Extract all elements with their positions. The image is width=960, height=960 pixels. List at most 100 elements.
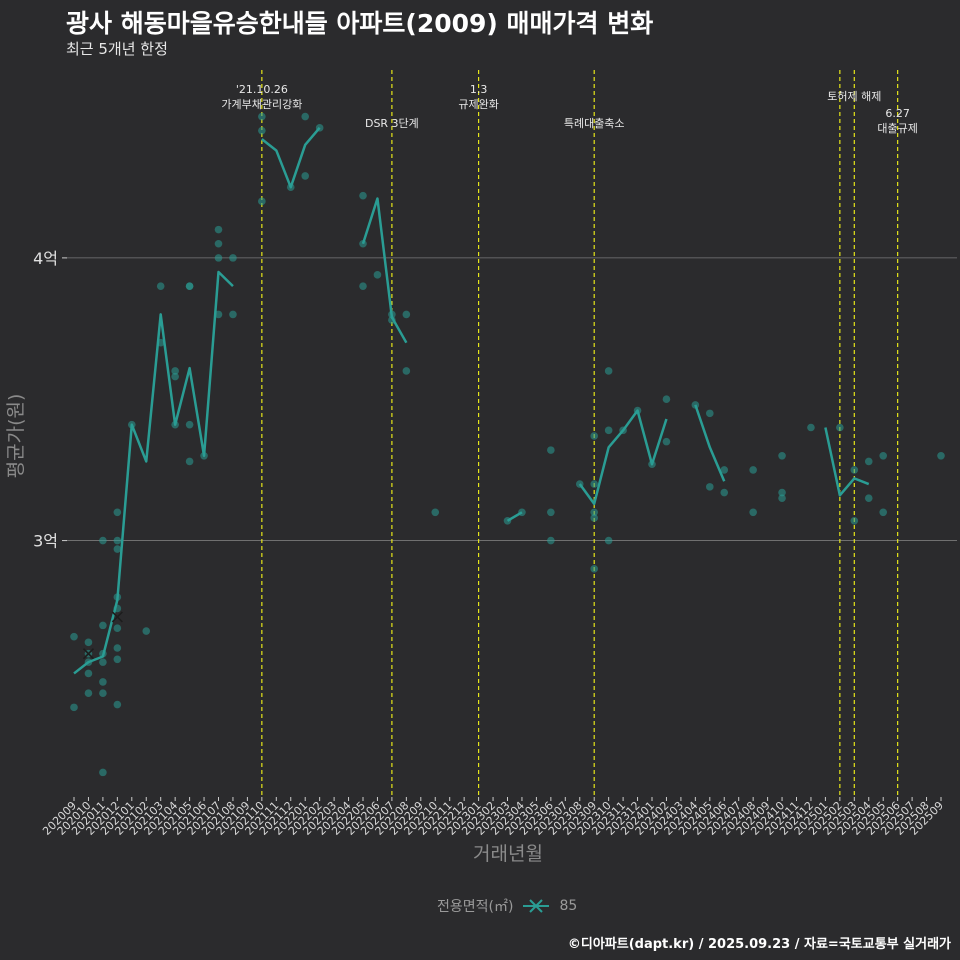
data-point (604, 426, 613, 435)
data-point (778, 451, 786, 460)
data-point (749, 466, 757, 474)
data-point (547, 536, 555, 545)
data-point (301, 112, 310, 121)
data-point (402, 310, 411, 319)
series-line-85 (578, 409, 668, 506)
event-label: 가계부채관리강화 (221, 98, 302, 111)
cross-marker (111, 611, 123, 623)
event-label: 1.3 (470, 83, 488, 96)
event-label: 규제완화 (458, 98, 498, 111)
data-point (604, 367, 613, 375)
data-point (864, 494, 873, 502)
data-point (662, 437, 671, 446)
chart-subtitle: 최근 5개년 한정 (66, 40, 168, 58)
data-point (547, 508, 555, 517)
data-point (171, 372, 179, 381)
event-label: 6.27 (885, 107, 910, 120)
data-point (113, 644, 122, 652)
legend: 전용면적(㎡) 85 (437, 896, 577, 916)
series-line-85 (73, 270, 234, 675)
data-point (359, 282, 367, 290)
data-point (258, 126, 266, 135)
event-label: 토허제 해제 (827, 89, 881, 103)
y-axis-title: 평균가(원) (5, 394, 27, 479)
data-point (185, 420, 194, 429)
data-point (99, 536, 107, 545)
data-point (258, 112, 266, 121)
data-point (99, 689, 107, 698)
event-label: '21.10.26 (236, 83, 288, 96)
data-point (229, 310, 237, 319)
data-point (70, 703, 78, 712)
data-point (590, 432, 598, 440)
data-point (214, 310, 223, 319)
event-label: DSR 3단계 (365, 117, 419, 130)
data-point (864, 457, 873, 466)
data-point (850, 466, 859, 474)
data-point (937, 451, 945, 460)
data-point (402, 367, 411, 375)
data-point (171, 367, 179, 375)
data-point (720, 466, 729, 474)
data-point (185, 282, 194, 290)
data-point (706, 409, 714, 418)
data-point (879, 451, 887, 460)
data-point (99, 621, 107, 630)
data-point (84, 638, 93, 647)
data-point (879, 508, 887, 517)
data-point (258, 197, 266, 206)
series-line-85 (361, 197, 408, 344)
data-point (778, 494, 786, 502)
data-point (590, 480, 598, 488)
data-point (590, 508, 598, 517)
series-line-85 (506, 511, 523, 522)
x-axis-title: 거래년월 (473, 843, 543, 865)
data-point (590, 514, 598, 522)
data-point (547, 446, 555, 454)
point-layer (70, 112, 945, 777)
data-point (229, 254, 237, 262)
line-layer (73, 127, 870, 675)
legend-title: 전용면적(㎡) (437, 899, 514, 915)
data-point (836, 423, 844, 432)
event-label: 대출규제 (877, 122, 917, 135)
data-point (99, 768, 107, 777)
data-point (807, 423, 815, 432)
grid-layer (66, 257, 957, 541)
data-point (185, 457, 194, 466)
data-point (70, 632, 78, 641)
legend-key-icon (523, 899, 550, 913)
data-point (214, 254, 223, 262)
data-point (84, 689, 93, 698)
cross-marker (82, 648, 95, 660)
data-point (113, 536, 122, 545)
data-point (84, 669, 93, 678)
y-tick-label: 3억 (33, 532, 58, 551)
data-point (373, 271, 382, 279)
data-point (142, 627, 151, 635)
data-point (720, 488, 729, 497)
y-tick-label: 4억 (33, 249, 58, 268)
series-line-85 (824, 427, 870, 497)
data-point (301, 172, 310, 180)
series-line-85 (261, 127, 321, 189)
data-point (706, 483, 714, 491)
data-point (662, 395, 671, 404)
data-point (850, 516, 859, 525)
data-point (214, 225, 223, 234)
data-point (359, 191, 367, 200)
data-point (113, 508, 122, 517)
event-label: 특례대출축소 (564, 117, 625, 130)
data-point (113, 545, 122, 553)
data-point (99, 658, 107, 666)
series-line-85 (694, 404, 726, 482)
chart-title: 광사 해동마을유승한내들 아파트(2009) 매매가격 변화 (66, 9, 654, 38)
legend-item-85: 85 (559, 898, 578, 914)
data-point (749, 508, 757, 517)
data-point (604, 536, 613, 545)
data-point (590, 565, 598, 573)
data-point (113, 655, 122, 664)
data-point (99, 678, 107, 686)
data-point (156, 282, 165, 290)
